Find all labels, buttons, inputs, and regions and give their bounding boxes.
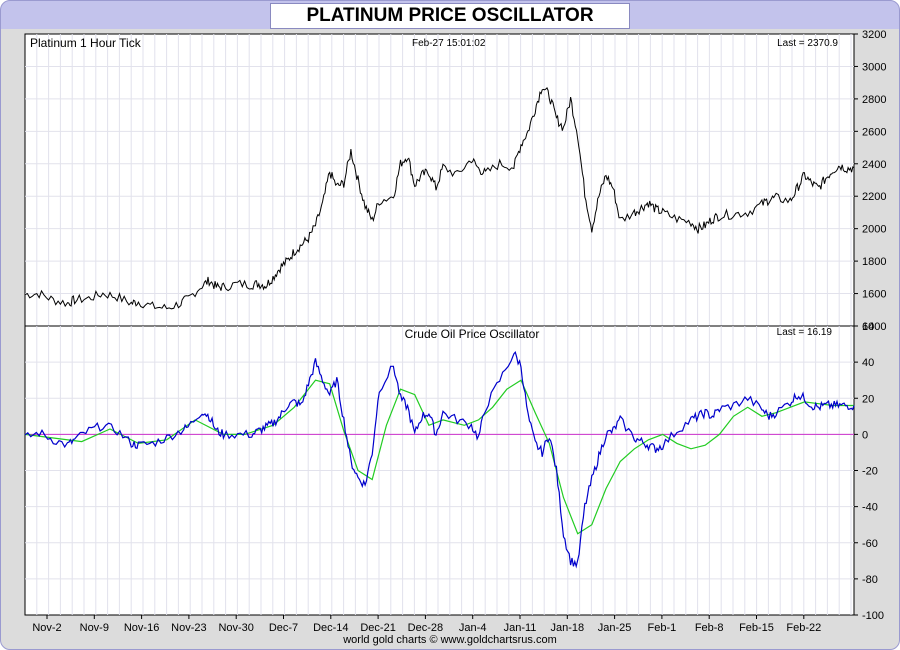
date-tick-label: Dec-14 [313,622,348,634]
oscillator-tick-label: 40 [862,357,874,369]
date-tick-label: Jan-11 [504,622,537,634]
date-tick-label: Dec-7 [269,622,298,634]
oscillator-tick-label: -20 [862,466,878,478]
date-tick-label: Nov-30 [218,622,253,634]
oscillator-panel-grid [25,326,854,615]
price-tick-label: 2000 [862,224,886,236]
oscillator-tick-label: 0 [862,429,868,441]
oscillator-line [24,350,855,569]
signal-line [24,379,854,535]
price-tick-label: 1600 [862,289,886,301]
date-tick-label: Feb-8 [695,622,724,634]
price-tick-label: 3200 [862,29,886,41]
price-tick-label: 2600 [862,126,886,138]
price-tick-label: 2200 [862,191,886,203]
oscillator-panel-title: Crude Oil Price Oscillator [405,327,540,341]
price-last-label: Last = 2370.9 [777,38,838,49]
price-axis: 1400 1600 1800 2000 2200 2400 2600 2800 3000 3200 [854,29,886,333]
price-tick-label: 2400 [862,159,886,171]
oscillator-tick-label: 20 [862,393,874,405]
date-tick-label: Nov-16 [124,622,159,634]
oscillator-tick-label: -60 [862,538,878,550]
price-panel-grid [25,34,854,326]
oscillator-tick-label: -40 [862,502,878,514]
date-tick-label: Jan-25 [598,622,632,634]
date-tick-label: Feb-1 [648,622,677,634]
oscillator-last-label: Last = 16.19 [777,327,833,338]
date-tick-label: Feb-22 [786,622,821,634]
price-panel-timestamp: Feb-27 15:01:02 [412,38,486,49]
date-tick-label: Feb-15 [739,622,774,634]
date-tick-label: Dec-21 [360,622,395,634]
date-tick-label: Nov-2 [32,622,61,634]
price-line [24,87,855,310]
date-tick-label: Jan-4 [459,622,487,634]
oscillator-tick-label: -100 [862,610,884,622]
date-tick-label: Jan-18 [550,622,584,634]
chart-title: PLATINUM PRICE OSCILLATOR [270,3,630,29]
oscillator-tick-label: -80 [862,574,878,586]
date-axis: Nov-2 Nov-9 Nov-16 Nov-23 Nov-30 Dec-7 Dec-14 D… [32,615,821,634]
date-tick-label: Dec-28 [408,622,443,634]
price-tick-label: 1800 [862,256,886,268]
date-tick-label: Nov-23 [171,622,206,634]
price-tick-label: 2800 [862,94,886,106]
price-panel-title: Platinum 1 Hour Tick [30,36,142,50]
oscillator-tick-label: 60 [862,321,874,333]
date-tick-label: Nov-9 [80,622,109,634]
oscillator-axis: -100 -80 -60 -40 -20 0 20 40 60 [854,321,884,622]
price-tick-label: 3000 [862,61,886,73]
price-tick-label: 1400 [862,321,886,333]
footer-credit: world gold charts © www.goldchartsrus.co… [343,634,557,646]
